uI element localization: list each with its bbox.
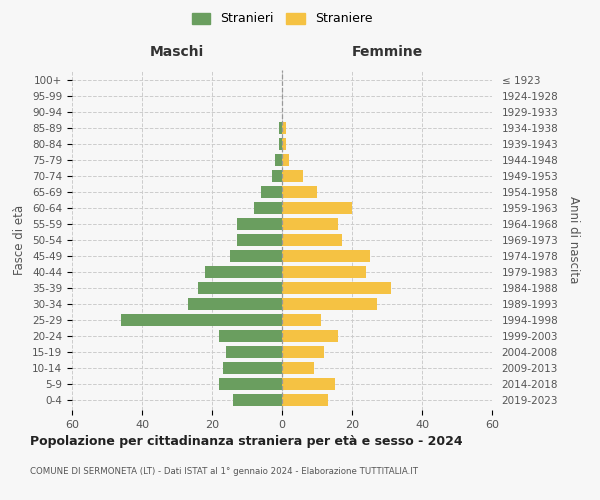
Bar [187, 298, 282, 310]
Bar [282, 378, 335, 390]
Bar [282, 314, 320, 326]
Text: Popolazione per cittadinanza straniera per età e sesso - 2024: Popolazione per cittadinanza straniera p… [30, 435, 463, 448]
Bar [282, 122, 286, 134]
Bar [261, 186, 282, 198]
Bar [282, 250, 370, 262]
Bar [271, 170, 282, 182]
Bar [226, 346, 282, 358]
Bar [236, 218, 282, 230]
Bar [121, 314, 282, 326]
Legend: Stranieri, Straniere: Stranieri, Straniere [188, 8, 376, 29]
Bar [282, 154, 289, 166]
Bar [282, 266, 366, 278]
Bar [282, 394, 328, 406]
Bar [275, 154, 282, 166]
Bar [282, 170, 303, 182]
Text: Maschi: Maschi [150, 45, 204, 59]
Bar [236, 234, 282, 246]
Bar [219, 378, 282, 390]
Bar [278, 138, 282, 150]
Bar [198, 282, 282, 294]
Bar [282, 138, 286, 150]
Bar [282, 202, 352, 214]
Y-axis label: Anni di nascita: Anni di nascita [567, 196, 580, 284]
Bar [282, 298, 377, 310]
Y-axis label: Fasce di età: Fasce di età [13, 205, 26, 275]
Bar [282, 346, 324, 358]
Bar [282, 362, 314, 374]
Bar [205, 266, 282, 278]
Bar [278, 122, 282, 134]
Bar [254, 202, 282, 214]
Bar [282, 282, 391, 294]
Bar [223, 362, 282, 374]
Bar [282, 234, 341, 246]
Bar [219, 330, 282, 342]
Bar [282, 186, 317, 198]
Bar [233, 394, 282, 406]
Bar [282, 330, 338, 342]
Text: COMUNE DI SERMONETA (LT) - Dati ISTAT al 1° gennaio 2024 - Elaborazione TUTTITAL: COMUNE DI SERMONETA (LT) - Dati ISTAT al… [30, 468, 418, 476]
Text: Femmine: Femmine [352, 45, 422, 59]
Bar [229, 250, 282, 262]
Bar [282, 218, 338, 230]
